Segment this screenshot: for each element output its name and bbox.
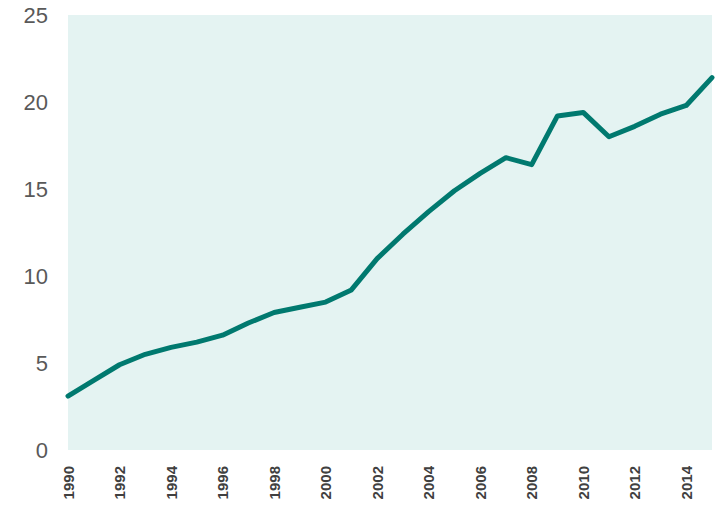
svg-text:2012: 2012 [626, 466, 643, 499]
svg-text:1996: 1996 [214, 466, 231, 499]
svg-text:5: 5 [36, 351, 48, 376]
svg-text:0: 0 [36, 438, 48, 463]
svg-text:15: 15 [24, 177, 48, 202]
svg-text:1994: 1994 [163, 465, 180, 499]
svg-text:20: 20 [24, 90, 48, 115]
svg-text:25: 25 [24, 3, 48, 28]
svg-text:1992: 1992 [111, 466, 128, 499]
svg-text:2008: 2008 [523, 466, 540, 499]
svg-text:1990: 1990 [60, 466, 77, 499]
svg-text:2014: 2014 [678, 465, 695, 499]
svg-text:2002: 2002 [369, 466, 386, 499]
svg-text:2000: 2000 [317, 466, 334, 499]
svg-text:2004: 2004 [420, 465, 437, 499]
svg-text:2006: 2006 [472, 466, 489, 499]
svg-text:10: 10 [24, 264, 48, 289]
svg-text:2010: 2010 [575, 466, 592, 499]
svg-text:1998: 1998 [266, 466, 283, 499]
